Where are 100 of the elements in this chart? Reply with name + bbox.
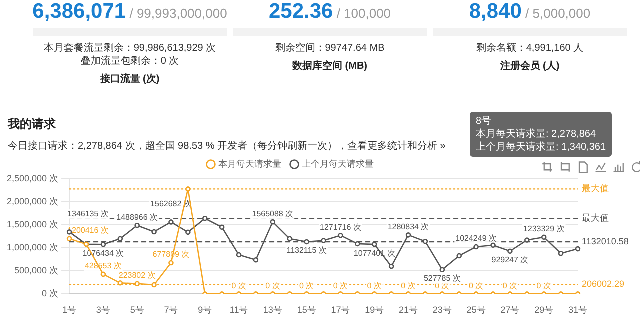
text: 8,840 bbox=[469, 0, 522, 23]
point bbox=[456, 253, 462, 259]
x-tick-label: 1号 bbox=[62, 305, 77, 316]
x-tick-label: 5号 bbox=[130, 305, 144, 316]
x-tick-label: 7号 bbox=[164, 305, 178, 316]
ref-line-label: 1132010.58 bbox=[582, 236, 629, 247]
point bbox=[287, 236, 293, 242]
text: 数据库空间 (MB) bbox=[291, 59, 368, 73]
x-tick-label: 29号 bbox=[534, 305, 554, 316]
ref-line-label: 最大值 bbox=[582, 213, 609, 224]
text: 252.36 bbox=[268, 0, 334, 23]
point bbox=[118, 280, 124, 286]
text: 本月套餐流量剩余：99,986,613,929 次 bbox=[42, 42, 218, 55]
point bbox=[152, 229, 157, 235]
text: 6,386,071 bbox=[32, 0, 126, 23]
point bbox=[355, 241, 360, 247]
point bbox=[66, 236, 72, 242]
data-label: 1346135 次 bbox=[68, 209, 109, 218]
data-label: 0 次 bbox=[299, 281, 314, 290]
data-label: 0 次 bbox=[536, 281, 552, 290]
point bbox=[388, 264, 394, 270]
y-tick-label: 2,000,000 次 bbox=[6, 196, 59, 207]
x-tick-label: 17号 bbox=[331, 305, 350, 316]
point bbox=[202, 216, 208, 222]
x-tick-label: 31号 bbox=[568, 305, 588, 316]
point bbox=[440, 267, 446, 273]
text: 剩余空间：99747.64 MB bbox=[274, 42, 386, 55]
data-label: 1565088 次 bbox=[252, 209, 294, 218]
point bbox=[524, 238, 530, 243]
ref-line-label: 206002.29 bbox=[582, 279, 625, 290]
point bbox=[219, 224, 225, 230]
text: 接口流量 (次) bbox=[99, 72, 161, 86]
data-label: 0 次 bbox=[232, 281, 246, 290]
point bbox=[134, 222, 140, 228]
x-tick-label: 13号 bbox=[263, 305, 282, 316]
point bbox=[186, 230, 191, 236]
y-tick-label: 0 次 bbox=[42, 288, 59, 299]
text: 剩余名额：4,991,160 人 bbox=[475, 42, 585, 55]
chart-subtitle: 今日接口请求：2,278,864 次，超全国 98.53 % 开发者（每分钟刷新一次），查看更多统计和分析 » bbox=[8, 140, 446, 153]
text: 本月每天请求量: 2,278,864 bbox=[476, 128, 598, 141]
text: / 100,000 bbox=[336, 6, 392, 21]
data-label: 0 次 bbox=[502, 281, 518, 290]
x-tick-label: 25号 bbox=[466, 305, 486, 316]
x-tick-label: 11号 bbox=[230, 305, 248, 316]
text: 8号 bbox=[476, 115, 493, 128]
x-tick-label: 21号 bbox=[399, 305, 418, 316]
y-tick-label: 1,500,000 次 bbox=[6, 220, 59, 230]
data-label: 1488966 次 bbox=[116, 212, 158, 222]
data-label: 0 次 bbox=[367, 281, 382, 290]
point bbox=[406, 232, 412, 238]
data-label: 1233329 次 bbox=[523, 224, 565, 234]
point bbox=[253, 257, 259, 263]
y-tick-label: 1,000,000 次 bbox=[6, 242, 59, 253]
legend-label: 本月每天请求量 bbox=[218, 158, 282, 169]
chart-title: 我的请求 bbox=[8, 116, 57, 133]
text: 注册会员 (人) bbox=[499, 59, 561, 73]
point bbox=[100, 272, 106, 278]
x-tick-label: 9号 bbox=[198, 305, 212, 316]
point bbox=[474, 244, 479, 250]
data-label: 1271716 次 bbox=[320, 222, 362, 232]
text: / 99,993,000,000 bbox=[128, 6, 228, 21]
data-label: 527785 次 bbox=[424, 274, 461, 284]
point bbox=[541, 234, 547, 240]
ref-line-label: 最大值 bbox=[582, 184, 609, 194]
point bbox=[152, 282, 157, 288]
point bbox=[575, 246, 581, 252]
data-label: 1024249 次 bbox=[456, 234, 497, 244]
point bbox=[270, 219, 276, 225]
point bbox=[372, 242, 378, 248]
point bbox=[422, 239, 428, 244]
data-label: 0 次 bbox=[435, 281, 450, 290]
data-label: 0 次 bbox=[333, 281, 348, 290]
point bbox=[338, 232, 344, 238]
data-label: 0 次 bbox=[401, 281, 416, 290]
text: 上个月每天请求量: 1,340,361 bbox=[476, 141, 606, 154]
legend-label: 上个月每天请求量 bbox=[302, 158, 374, 169]
x-tick-label: 19号 bbox=[365, 305, 384, 316]
point bbox=[236, 252, 242, 258]
point bbox=[186, 186, 191, 192]
data-label: 0 次 bbox=[266, 281, 280, 290]
point bbox=[490, 242, 496, 248]
point bbox=[304, 239, 310, 245]
point bbox=[558, 251, 564, 256]
data-label: 929247 次 bbox=[492, 256, 529, 265]
point bbox=[168, 260, 174, 266]
x-tick-label: 27号 bbox=[500, 305, 520, 316]
y-tick-label: 500,000 次 bbox=[14, 266, 59, 276]
text: 叠加流量包剩余：0 次 bbox=[80, 55, 180, 68]
point bbox=[321, 238, 326, 244]
point bbox=[508, 248, 513, 254]
y-tick-label: 2,500,000 次 bbox=[6, 173, 59, 184]
x-tick-label: 23号 bbox=[432, 305, 452, 316]
data-label: 223802 次 bbox=[118, 271, 156, 280]
data-label: 1132115 次 bbox=[286, 246, 327, 256]
data-label: 0 次 bbox=[468, 281, 484, 290]
x-tick-label: 15号 bbox=[297, 305, 316, 316]
x-tick-label: 3号 bbox=[96, 305, 110, 316]
data-label: 1280834 次 bbox=[388, 222, 430, 232]
point bbox=[168, 220, 174, 225]
text: / 5,000,000 bbox=[524, 6, 591, 21]
